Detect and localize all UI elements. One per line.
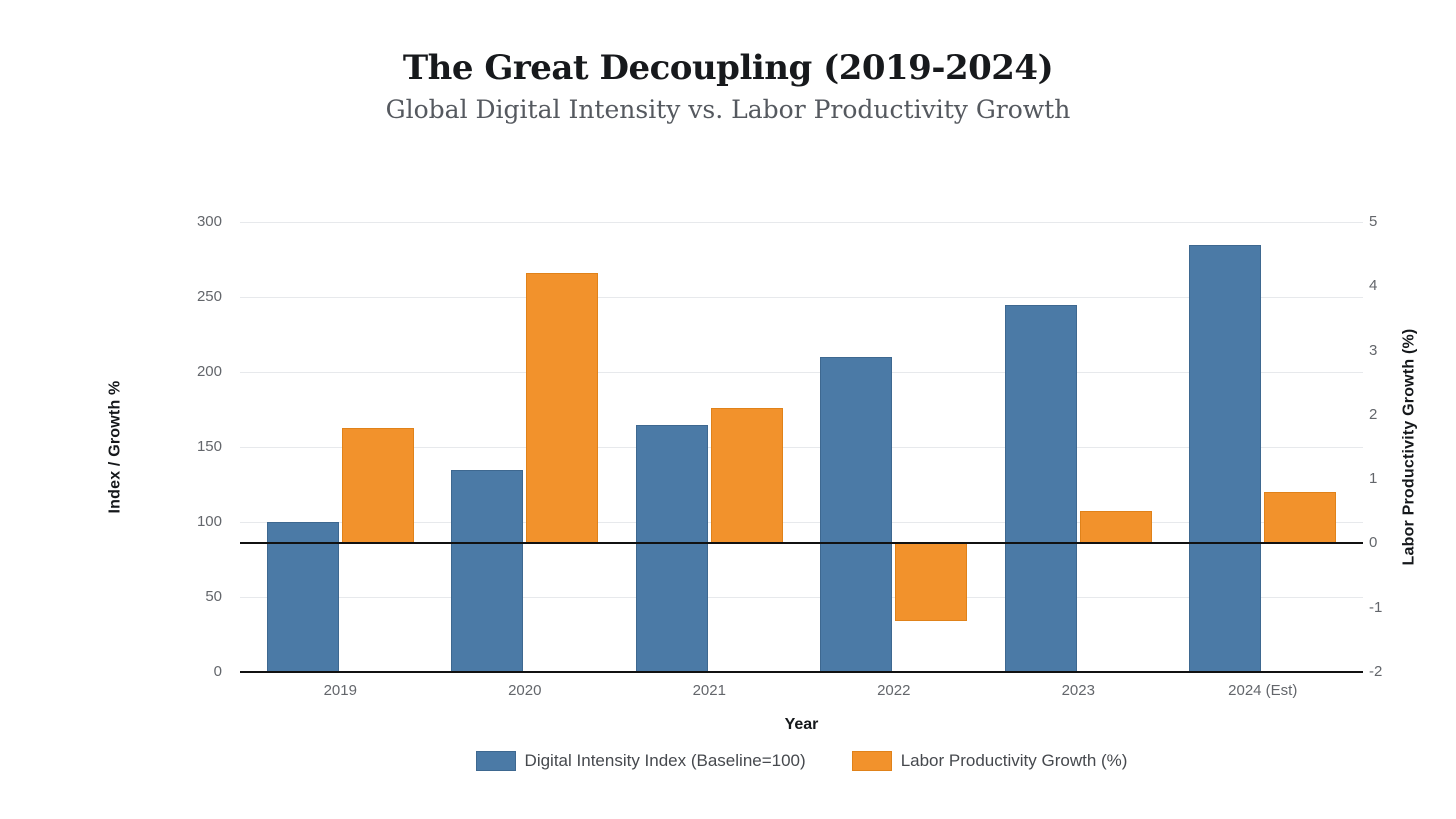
- gridline: [240, 521, 1363, 523]
- right-axis-tick-label: 2: [1369, 405, 1378, 423]
- legend-item[interactable]: Digital Intensity Index (Baseline=100): [475, 751, 806, 771]
- legend-swatch: [475, 751, 516, 771]
- x-tick-label: 2023: [1061, 682, 1095, 699]
- gridline: [240, 221, 1363, 223]
- gridline: [240, 296, 1363, 298]
- x-axis-title: Year: [784, 716, 819, 733]
- bar-digital-intensity-index: [1189, 244, 1262, 672]
- gridline: [240, 371, 1363, 373]
- bar-labor-productivity-growth: [710, 408, 783, 544]
- bar-digital-intensity-index: [266, 522, 339, 672]
- legend-label: Labor Productivity Growth (%): [900, 751, 1128, 770]
- left-axis-tick-label: 250: [196, 288, 222, 305]
- bar-labor-productivity-growth: [895, 543, 968, 621]
- right-axis-tick-label: 5: [1369, 213, 1378, 230]
- legend-item[interactable]: Labor Productivity Growth (%): [851, 751, 1128, 771]
- x-tick-label: 2024 (Est): [1228, 682, 1298, 699]
- plot-area: 0 50 100 150 200 250 300 -2 -1 0 1 2 3 4 5 2019 2020 2021…: [197, 213, 1382, 699]
- zero-baseline: [240, 542, 1363, 545]
- x-axis-line: [240, 671, 1363, 673]
- left-axis-tick-label: 200: [196, 363, 222, 380]
- right-axis-tick-label: 4: [1369, 277, 1378, 295]
- right-axis-tick-label: 3: [1369, 341, 1378, 359]
- x-tick-label: 2021: [692, 682, 726, 699]
- left-axis-title-text: Index / Growth %: [106, 380, 123, 514]
- x-tick-label: 2019: [323, 682, 357, 699]
- bar-labor-productivity-growth: [341, 427, 414, 544]
- left-axis-tick-label: 150: [196, 438, 222, 455]
- bar-digital-intensity-index: [1004, 304, 1077, 672]
- left-axis-tick-label: 100: [196, 513, 222, 530]
- legend-swatch: [851, 751, 892, 771]
- left-axis-title: Index / Growth %: [90, 222, 140, 672]
- x-tick-label: 2022: [877, 682, 911, 699]
- left-axis-tick-label: 300: [196, 213, 222, 230]
- bar-digital-intensity-index: [451, 469, 524, 672]
- bar-digital-intensity-index: [635, 424, 708, 672]
- right-axis-tick-label: 0: [1369, 534, 1378, 552]
- right-axis-title-text: Labor Productivity Growth (%): [1400, 328, 1418, 566]
- right-axis-tick-label: -2: [1369, 663, 1383, 680]
- bar-labor-productivity-growth: [1079, 511, 1152, 544]
- legend-label: Digital Intensity Index (Baseline=100): [524, 751, 806, 770]
- gridline: [240, 596, 1363, 598]
- left-axis-tick-label: 0: [213, 663, 222, 680]
- left-axis-tick-label: 50: [205, 588, 222, 605]
- bar-digital-intensity-index: [820, 357, 893, 672]
- bar-labor-productivity-growth: [526, 273, 599, 544]
- x-tick-label: 2020: [508, 682, 542, 699]
- chart-subtitle: Global Digital Intensity vs. Labor Produ…: [385, 95, 1071, 124]
- legend: Digital Intensity Index (Baseline=100) La…: [248, 751, 1355, 771]
- right-axis-tick-label: 1: [1369, 470, 1378, 488]
- bar-labor-productivity-growth: [1264, 492, 1337, 544]
- right-axis-tick-label: -1: [1369, 598, 1383, 616]
- gridline: [240, 446, 1363, 448]
- chart-title: The Great Decoupling (2019-2024): [402, 48, 1054, 88]
